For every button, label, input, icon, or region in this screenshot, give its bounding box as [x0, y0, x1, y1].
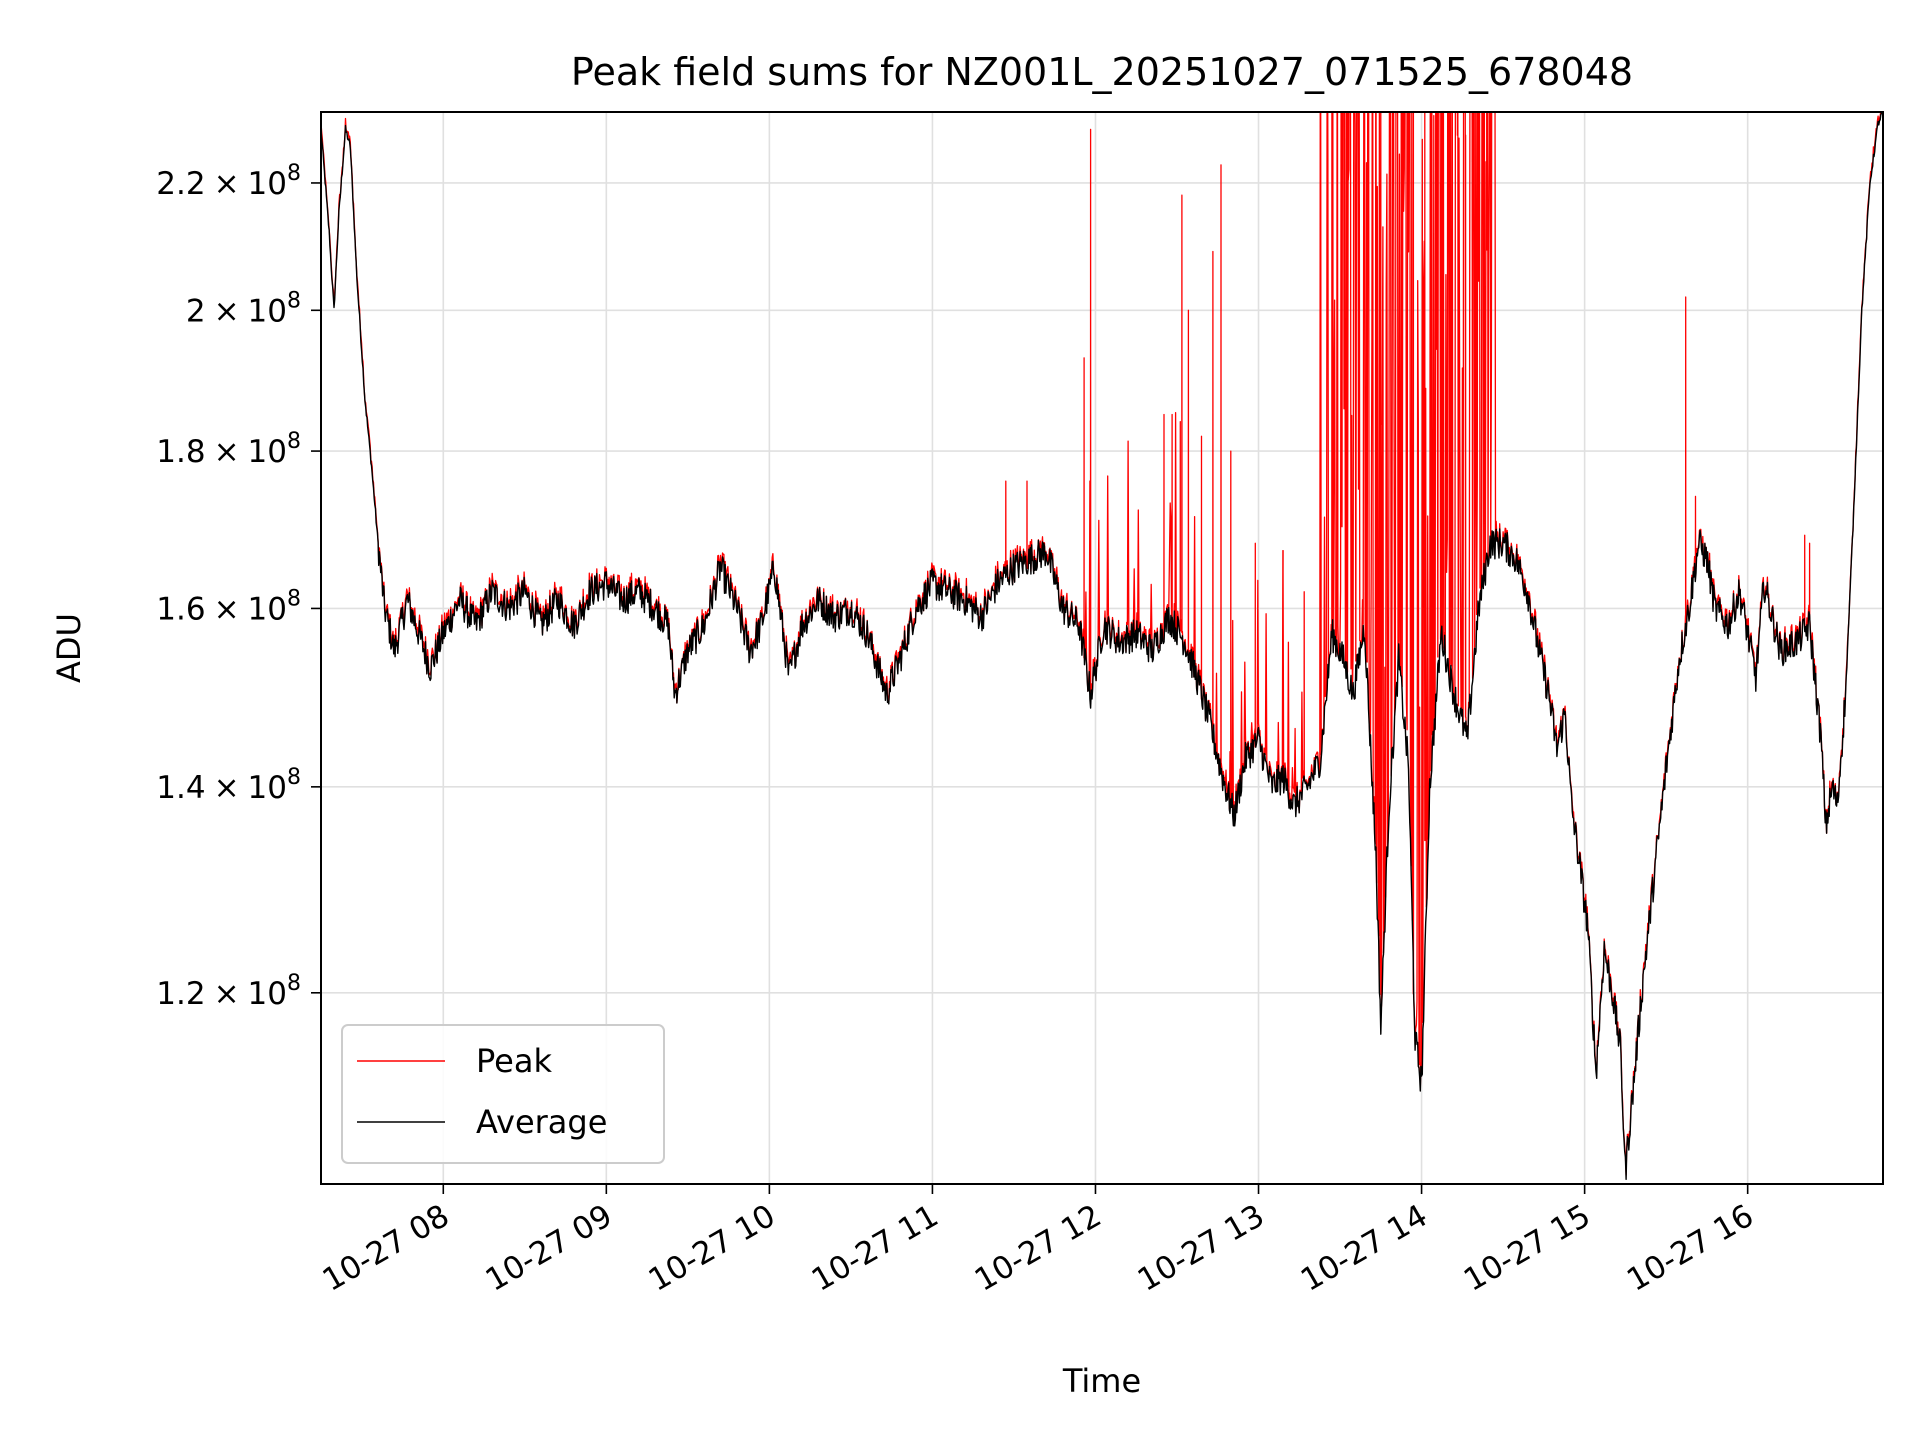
y-tick-base: 10: [248, 434, 287, 470]
y-tick-label: 1.2 × 108: [156, 971, 301, 1012]
y-tick-mantissa: 1.4: [156, 770, 205, 806]
legend-box: [341, 1024, 665, 1164]
y-tick-base: 10: [248, 293, 287, 329]
average-series-line: [321, 112, 1883, 1180]
y-tick-mantissa: 1.2: [156, 976, 205, 1012]
y-tick-label: 2.2 × 108: [156, 161, 301, 202]
y-tick-base: 10: [248, 591, 287, 627]
y-tick-times: ×: [214, 293, 240, 329]
y-tick-base: 10: [248, 166, 287, 202]
legend-average-label: Average: [476, 1103, 607, 1141]
y-tick-mantissa: 2: [186, 293, 206, 329]
chart-title: Peak field sums for NZ001L_20251027_0715…: [571, 50, 1633, 94]
x-axis-label: Time: [1062, 1362, 1141, 1400]
y-tick-times: ×: [214, 166, 240, 202]
y-tick-exponent: 8: [287, 586, 301, 611]
legend: Peak Average: [341, 1024, 665, 1164]
y-tick-mantissa: 1.8: [156, 434, 205, 470]
y-tick-mantissa: 2.2: [156, 166, 205, 202]
y-tick-exponent: 8: [287, 765, 301, 790]
y-tick-exponent: 8: [287, 971, 301, 996]
y-tick-exponent: 8: [287, 161, 301, 186]
y-tick-times: ×: [214, 976, 240, 1012]
plot-frame: [320, 111, 1884, 1185]
y-tick-label: 1.4 × 108: [156, 765, 301, 806]
y-tick-exponent: 8: [287, 429, 301, 454]
y-tick-exponent: 8: [287, 288, 301, 313]
y-tick-base: 10: [248, 976, 287, 1012]
y-tick-base: 10: [248, 770, 287, 806]
y-tick-label: 2 × 108: [186, 288, 301, 329]
y-tick-times: ×: [214, 591, 240, 627]
legend-peak-label: Peak: [476, 1042, 552, 1080]
y-axis-label: ADU: [50, 613, 88, 683]
y-tick-times: ×: [214, 434, 240, 470]
y-tick-times: ×: [214, 770, 240, 806]
series-layer: [321, 112, 1883, 1180]
y-tick-label: 1.8 × 108: [156, 429, 301, 470]
y-tick-mantissa: 1.6: [156, 591, 205, 627]
y-tick-label: 1.6 × 108: [156, 586, 301, 627]
